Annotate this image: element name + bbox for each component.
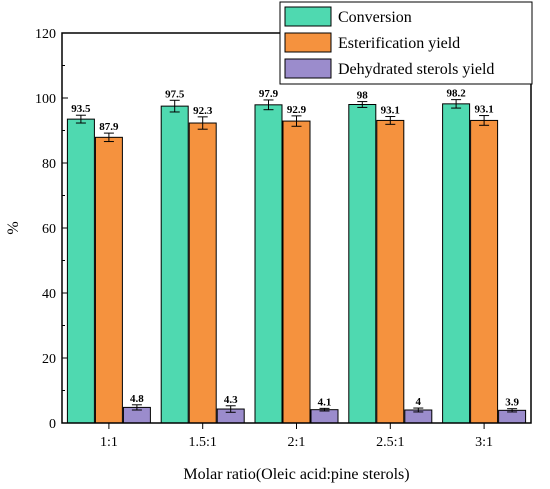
x-tick-label: 2:1 [288,435,306,450]
data-label: 4 [416,396,422,408]
legend-label: Dehydrated sterols yield [338,61,494,78]
bar-esterification-yield [470,119,499,424]
bar-conversion [66,118,95,424]
x-tick-label: 2.5:1 [376,435,404,450]
data-label: 97.9 [259,88,279,100]
data-label: 3.9 [505,397,519,409]
data-label: 4.3 [224,394,238,406]
bar-esterification-yield [94,136,123,424]
data-label: 98 [357,90,369,102]
x-tick-label: 1:1 [100,435,118,450]
bars [66,103,527,424]
data-label: 97.5 [165,88,185,100]
bar-conversion [442,103,471,424]
y-tick-label: 80 [42,157,56,172]
y-tick-label: 60 [42,222,56,237]
x-axis-ticks: 1:1 1.5:1 2:1 2.5:1 3:1 [100,423,493,450]
data-label: 4.1 [318,396,332,408]
y-axis-ticks: 0 20 40 60 80 100 120 [35,27,68,432]
data-label: 93.1 [381,105,400,117]
bar-esterification-yield [188,122,217,424]
legend-label: Conversion [338,9,412,26]
bar-conversion [254,104,283,424]
data-label: 92.3 [193,105,213,117]
data-label: 4.8 [130,393,144,405]
x-tick-label: 1.5:1 [189,435,217,450]
y-tick-label: 40 [42,287,56,302]
data-label: 87.9 [99,121,119,133]
data-label: 93.5 [71,103,91,115]
legend-swatch [284,32,332,53]
y-axis-title: % [5,221,22,234]
legend: Conversion Esterification yield Dehydrated… [279,1,533,85]
x-tick-label: 3:1 [475,435,493,450]
legend-swatch [284,6,332,27]
y-tick-label: 20 [42,352,56,367]
data-labels: 93.5 87.9 4.8 97.5 92.3 4.3 97.9 92.9 4.1 98 93.1 4… [71,88,519,409]
bar-conversion [160,105,189,424]
y-tick-label: 0 [49,417,56,432]
y-tick-label: 120 [35,27,56,42]
bar-esterification-yield [282,120,311,424]
legend-swatch [284,58,332,79]
error-bars [75,99,518,413]
bar-esterification-yield [376,119,405,424]
y-tick-label: 100 [35,92,56,107]
x-axis-title: Molar ratio(Oleic acid:pine sterols) [183,466,409,483]
data-label: 98.2 [446,88,466,100]
data-label: 93.1 [474,104,493,116]
bar-conversion [348,104,377,424]
legend-label: Esterification yield [338,35,460,52]
bar-dehydrated-sterols-yield [310,409,339,424]
data-label: 92.9 [287,104,307,116]
